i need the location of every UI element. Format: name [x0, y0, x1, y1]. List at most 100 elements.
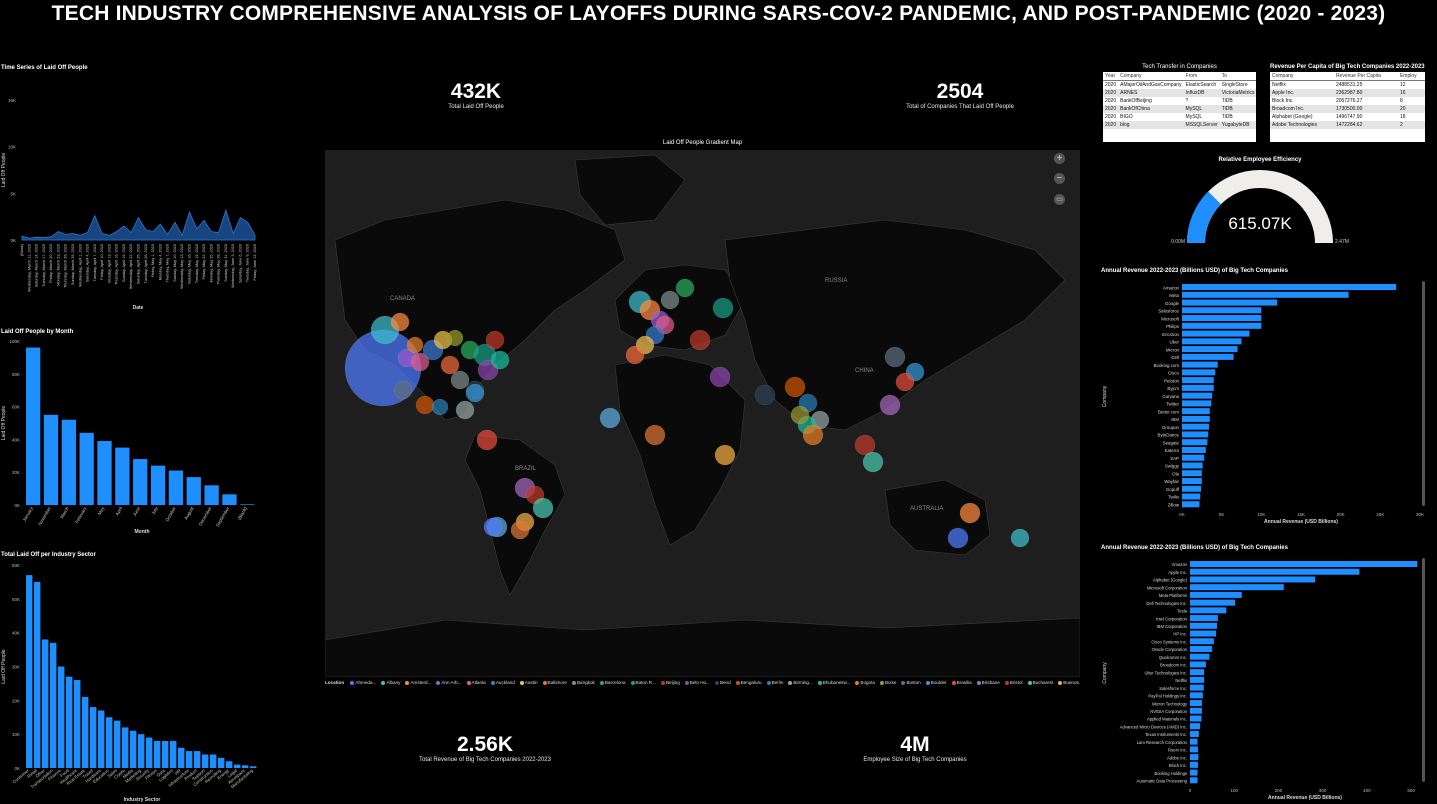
legend-item[interactable]: Bangkok: [571, 680, 595, 685]
laid-off-map[interactable]: CANADA RUSSIA CHINA BRAZIL AUSTRALIA + −…: [325, 150, 1080, 677]
legend-item[interactable]: Bristol: [1004, 680, 1023, 685]
transfer-table[interactable]: Year Company From To 2020 AMajorOilAndGasCom…: [1103, 72, 1256, 142]
y-tick-label: Meta Platforms: [1159, 593, 1187, 598]
bar: [130, 730, 137, 768]
legend-item[interactable]: Auckland: [490, 680, 515, 685]
legend-item[interactable]: Barcelona: [599, 680, 626, 685]
bar: [1182, 361, 1218, 368]
bar: [1190, 561, 1418, 568]
table-row[interactable]: 2020 BankOfChina MySQL TiDB: [1103, 105, 1256, 113]
legend-item[interactable]: Bhubanesw...: [817, 680, 850, 685]
legend-item[interactable]: Austin: [519, 680, 538, 685]
x-tick-label: Tuesday, April 28, 2020: [144, 244, 148, 283]
table-row[interactable]: Broadcom Inc. 1730500.00 20: [1270, 105, 1425, 113]
legend-dot: [817, 680, 822, 685]
table-cell: Apple Inc.: [1270, 89, 1334, 97]
table-cell: 12: [1399, 82, 1406, 88]
legend-item[interactable]: Atlanta: [466, 680, 486, 685]
table-cell: TiDB: [1219, 105, 1256, 113]
table-row[interactable]: Alphabet (Google) 1496747.90 18: [1270, 113, 1425, 121]
column-header[interactable]: Company: [1118, 72, 1184, 81]
y-tick-label: Katerra: [1165, 448, 1180, 453]
column-header[interactable]: To: [1219, 72, 1256, 81]
table-row[interactable]: 2020 blog MSSQLServer YugabyteDB: [1103, 121, 1256, 129]
legend-item[interactable]: Birming...: [788, 680, 813, 685]
legend-item[interactable]: Amsterd...: [405, 680, 431, 685]
legend-item[interactable]: Buenos...: [1058, 680, 1080, 685]
column-header[interactable]: Employ: [1397, 72, 1425, 81]
kpi-value: 2504: [936, 80, 984, 103]
legend-item[interactable]: Belo Ho...: [684, 680, 710, 685]
legend-dot: [660, 680, 665, 685]
annual-revenue-chart-2[interactable]: 0 100 200 300 400 500 Amazon Apple Inc. Alphabet…: [1098, 553, 1437, 804]
legend-item[interactable]: Ahmeda...: [350, 680, 376, 685]
bar: [98, 710, 105, 768]
x-tick-label: March: [59, 506, 70, 520]
legend-item[interactable]: Beijing: [660, 680, 680, 685]
legend-item[interactable]: Bucharest: [1027, 680, 1053, 685]
table-cell: 2020: [1105, 98, 1117, 104]
efficiency-gauge[interactable]: 615.07K 0.00M 2.47M: [1160, 165, 1360, 250]
layoff-bubble: [1010, 528, 1030, 548]
layoff-bubble: [959, 502, 981, 524]
legend-item[interactable]: Boise: [879, 680, 896, 685]
column-header[interactable]: Revenue Per Capita: [1333, 72, 1398, 81]
layoff-bubble: [455, 400, 475, 420]
zoom-in-button[interactable]: +: [1054, 153, 1065, 164]
y-tick-label: Oracle Corporation: [1152, 647, 1188, 652]
legend-item[interactable]: Boulder: [925, 680, 947, 685]
x-tick-label: Sunday, May 10, 2020: [173, 244, 177, 282]
legend-label: Auckland: [495, 680, 515, 685]
legend-item[interactable]: Ann Arb...: [436, 680, 462, 685]
column-header[interactable]: Year: [1103, 72, 1119, 81]
legend-item[interactable]: Bengaluru: [735, 680, 762, 685]
legend-item[interactable]: Brisbane: [976, 680, 1000, 685]
map-style-icon[interactable]: ▭: [1054, 194, 1065, 205]
x-tick-label: HR: [174, 768, 182, 776]
y-tick-label: Groupon: [1162, 425, 1180, 430]
y-tick-label: Applied Materials Inc.: [1147, 717, 1187, 722]
revenue-capita-table[interactable]: Company Revenue Per Capita Employ Netflix 2…: [1270, 72, 1425, 142]
time-series-chart[interactable]: 15K 10K 5K 0K (Blank) Wednesday, March 11, 20…: [0, 72, 260, 312]
legend-item[interactable]: Bogota: [855, 680, 875, 685]
table-row[interactable]: Adobe Technologies 1472284.62 2: [1270, 121, 1425, 129]
legend-item[interactable]: Bend: [714, 680, 731, 685]
annual-revenue-chart-1[interactable]: 0K 5K 10K 15K 20K 25K 30K Amazon Meta Google Sales…: [1098, 276, 1437, 531]
y-tick-label: Twitter: [1166, 402, 1179, 407]
bar: [1190, 568, 1360, 575]
legend-item[interactable]: Baton R...: [630, 680, 656, 685]
table-cell: VictoriaMetrics: [1219, 89, 1256, 97]
bar: [1190, 584, 1284, 591]
layoff-bubble: [510, 520, 530, 540]
table-row[interactable]: 2020 AMajorOilAndGasCompany ElasticSearch S…: [1103, 81, 1256, 90]
legend-item[interactable]: Boston: [901, 680, 921, 685]
table-row[interactable]: 2020 ARNES InfluxDB VictoriaMetrics: [1103, 89, 1256, 97]
legend-item[interactable]: Baltimore: [542, 680, 567, 685]
table-cell: Netflix: [1272, 82, 1286, 88]
column-header[interactable]: Company: [1270, 72, 1334, 81]
kpi-value: 2.56K: [456, 733, 514, 756]
x-tick-label: December: [198, 506, 213, 527]
zoom-out-button[interactable]: −: [1054, 173, 1065, 184]
table-row[interactable]: 2020 BankOfBeijing? TiDB: [1103, 97, 1256, 105]
table-row[interactable]: Netflix 2488531.25 12: [1270, 81, 1425, 90]
column-header[interactable]: From: [1183, 72, 1220, 81]
bar: [242, 765, 249, 768]
legend-item[interactable]: Berlin: [766, 680, 783, 685]
legend-item[interactable]: Brasilia: [951, 680, 972, 685]
legend-label: Buenos...: [1063, 680, 1080, 685]
y-tick-label: Booking Holdings: [1154, 771, 1187, 776]
table-row[interactable]: Block Inc. 2057276.27 8: [1270, 97, 1425, 105]
industry-chart[interactable]: 60K50K40K30K20K10K0KConsumerRetailOtherT…: [0, 560, 262, 804]
bar: [1190, 615, 1218, 622]
y-tick-label: Microsoft: [1161, 316, 1180, 321]
x-tick-label: January: [22, 505, 35, 522]
y-tick-label: Wayfair: [1164, 479, 1179, 484]
legend-item[interactable]: Albany: [381, 680, 400, 685]
table-cell: Broadcom Inc.: [1270, 105, 1334, 113]
legend-dot: [925, 680, 930, 685]
table-row[interactable]: 2020 BIGO MySQL TiDB: [1103, 113, 1256, 121]
map-label: BRAZIL: [515, 466, 537, 472]
table-row[interactable]: Apple Inc. 2362987.80 16: [1270, 89, 1425, 97]
